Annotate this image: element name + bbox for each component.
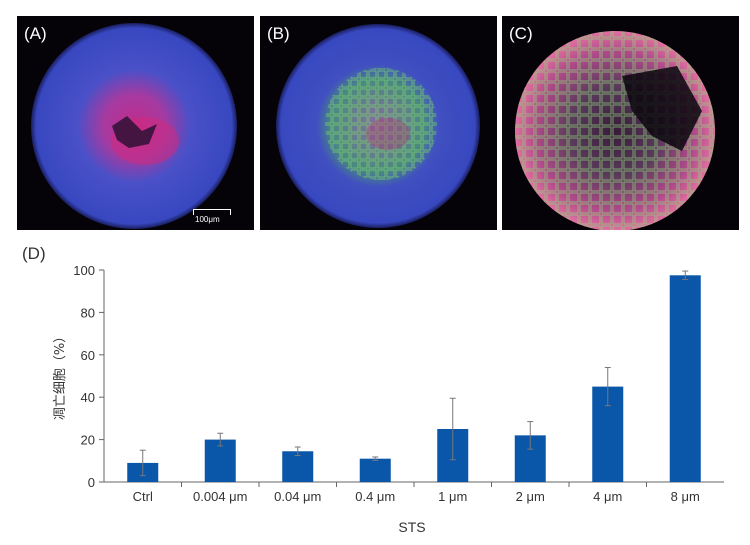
micrograph-panel-c: (C) [502, 16, 739, 230]
bar [204, 439, 236, 482]
scale-bar: 100μm [193, 209, 233, 227]
micrograph-panel-a: (A) 100μm [17, 16, 254, 230]
micrograph-panel-b: (B) [260, 16, 497, 230]
y-tick-label: 80 [81, 305, 95, 320]
error-bar [449, 397, 456, 461]
y-tick-label: 100 [73, 263, 95, 278]
x-axis-title: STS [398, 519, 425, 535]
panel-a-label: (A) [24, 24, 47, 43]
micrograph-b-image [276, 24, 480, 228]
y-tick-label: 0 [88, 475, 95, 490]
scale-bar-text: 100μm [195, 215, 220, 224]
error-bar [527, 421, 534, 450]
micrograph-c-image [515, 31, 715, 230]
y-ticks: 0 20 40 60 80 100 [73, 263, 104, 490]
bars: Ctrl 0.004 μm 0.04 μm 0.4 μm 1 μm 2 μm 4 μm 8 μ… [127, 270, 701, 504]
panel-d-label: (D) [22, 244, 46, 263]
error-bar [372, 456, 379, 461]
bar [359, 458, 391, 482]
error-bar [294, 446, 301, 456]
error-bar [682, 270, 689, 281]
y-axis-title: 凋亡细胞（%） [53, 330, 68, 420]
x-tick-label: Ctrl [133, 489, 153, 504]
error-bar [604, 367, 611, 407]
x-tick-label: 0.004 μm [193, 489, 247, 504]
panel-c-label: (C) [509, 24, 533, 43]
bar [282, 451, 314, 482]
x-tick-label: 0.04 μm [274, 489, 321, 504]
error-bar [139, 449, 146, 477]
y-tick-label: 60 [81, 348, 95, 363]
x-tick-label: 1 μm [438, 489, 467, 504]
x-tick-label: 0.4 μm [355, 489, 395, 504]
x-tick-label: 4 μm [593, 489, 622, 504]
error-bar [217, 432, 224, 447]
y-tick-label: 20 [81, 433, 95, 448]
panel-b-label: (B) [267, 24, 290, 43]
x-tick-label: 8 μm [671, 489, 700, 504]
micrograph-a-image [31, 23, 237, 229]
bar-chart: 0 20 40 60 80 100 Ctrl 0.004 μm 0.04 μm 0.4 μm 1 … [53, 263, 724, 535]
x-tick-label: 2 μm [516, 489, 545, 504]
y-tick-label: 40 [81, 390, 95, 405]
bar [669, 275, 701, 482]
